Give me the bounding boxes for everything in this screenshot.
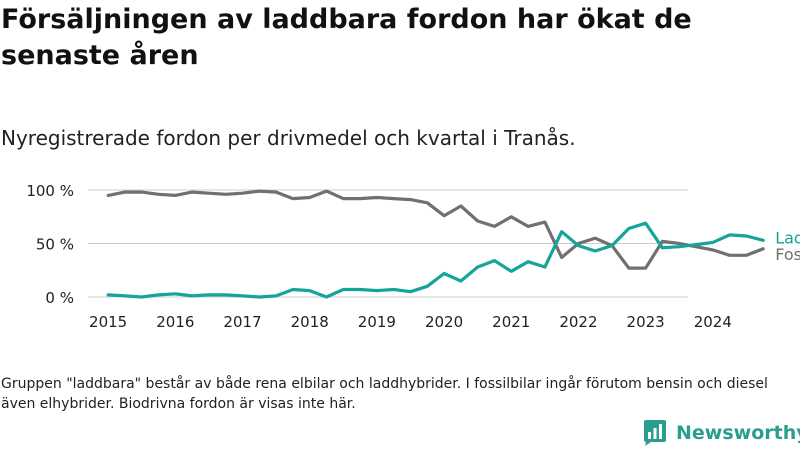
y-axis-ticks: 0 % 50 % 100 % — [26, 182, 74, 307]
series-lines — [106, 189, 765, 299]
x-tick-label: 2016 — [156, 313, 194, 331]
brand-name: Newsworthy — [676, 422, 800, 444]
y-tick-label: 100 % — [26, 182, 74, 200]
series-labels: LaddbaraFossilbilar — [775, 228, 800, 264]
footnote: Gruppen "laddbara" består av både rena e… — [1, 376, 768, 412]
x-tick-label: 2021 — [492, 313, 530, 331]
line-chart: 0 % 50 % 100 % 2015 2016 2017 2018 2019 2020 202… — [26, 182, 800, 331]
series-label-fossil: Fossilbilar — [775, 245, 800, 264]
series-label-laddbara: Laddbara — [775, 228, 800, 247]
y-tick-label: 50 % — [36, 236, 74, 254]
series-line-fossil — [106, 189, 765, 270]
x-tick-label: 2019 — [358, 313, 396, 331]
chart-title: Försäljningen av laddbara fordon har öka… — [1, 4, 692, 71]
chart-subtitle: Nyregistrerade fordon per drivmedel och … — [1, 126, 576, 150]
x-tick-label: 2018 — [291, 313, 329, 331]
series-line-laddbara — [106, 221, 765, 299]
newsworthy-logo-icon — [644, 420, 666, 446]
gridlines — [88, 189, 688, 298]
x-tick-label: 2024 — [694, 313, 732, 331]
x-tick-label: 2023 — [627, 313, 665, 331]
x-tick-label: 2015 — [89, 313, 127, 331]
y-tick-label: 0 % — [45, 289, 74, 307]
x-tick-label: 2022 — [559, 313, 597, 331]
x-tick-label: 2017 — [223, 313, 261, 331]
x-axis-ticks: 2015 2016 2017 2018 2019 2020 2021 2022 2023 2024 — [89, 313, 732, 331]
newsworthy-brand[interactable]: Newsworthy — [642, 418, 800, 448]
x-tick-label: 2020 — [425, 313, 463, 331]
